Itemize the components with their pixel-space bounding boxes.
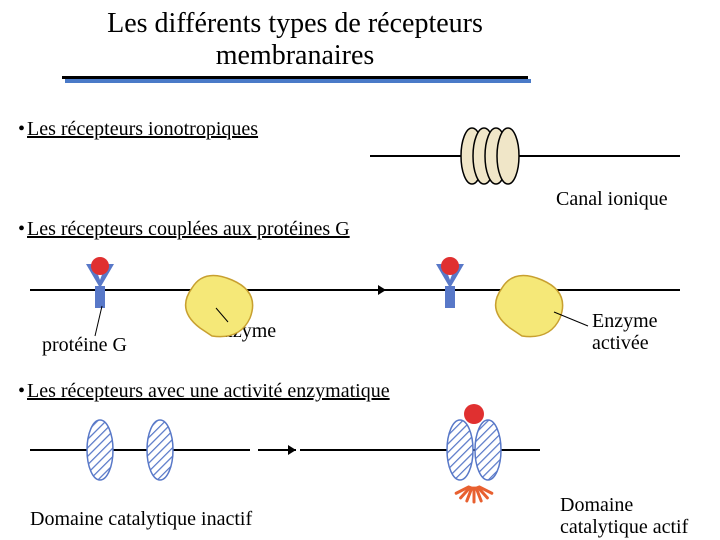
diagram-svg	[0, 0, 720, 540]
